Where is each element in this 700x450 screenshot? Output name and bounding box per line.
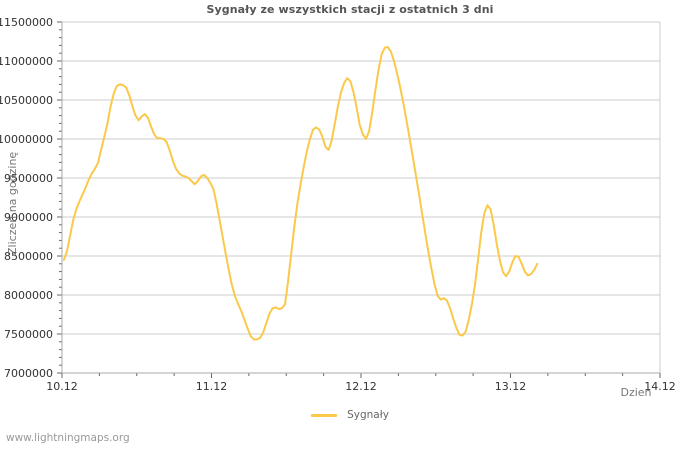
- grid-lines: [62, 21, 660, 335]
- chart-plot-svg: 7000000 7500000 8000000 8500000 9000000 95000…: [0, 16, 676, 399]
- svg-text:7500000: 7500000: [4, 328, 53, 341]
- legend-swatch-sygnaly: [311, 413, 338, 417]
- svg-text:8500000: 8500000: [4, 250, 53, 263]
- svg-text:11000000: 11000000: [0, 55, 53, 68]
- svg-text:11.12: 11.12: [196, 380, 228, 393]
- legend-label-sygnaly: Sygnały: [347, 409, 389, 421]
- y-axis-title: Zliczeń na godzinę: [6, 152, 19, 255]
- svg-text:9000000: 9000000: [4, 211, 53, 224]
- x-axis-title: Dzień: [620, 386, 651, 399]
- data-series-sygnaly: [62, 45, 539, 341]
- svg-text:8000000: 8000000: [4, 289, 53, 302]
- svg-text:10.12: 10.12: [46, 380, 78, 393]
- svg-text:14.12: 14.12: [644, 380, 676, 393]
- svg-text:10500000: 10500000: [0, 94, 53, 107]
- footer-url: www.lightningmaps.org: [6, 432, 130, 444]
- chart-legend: Sygnały: [0, 409, 700, 421]
- chart-title: Sygnały ze wszystkich stacji z ostatnich…: [206, 3, 494, 16]
- svg-text:11500000: 11500000: [0, 16, 53, 29]
- svg-text:13.12: 13.12: [495, 380, 527, 393]
- plot-frame: [61, 21, 661, 374]
- svg-text:9500000: 9500000: [4, 172, 53, 185]
- y-axis-ticks: [57, 21, 62, 374]
- x-axis-ticks: [61, 373, 661, 378]
- svg-text:10000000: 10000000: [0, 133, 53, 146]
- svg-text:7000000: 7000000: [4, 367, 53, 380]
- svg-text:12.12: 12.12: [345, 380, 377, 393]
- y-axis-tick-labels: 7000000 7500000 8000000 8500000 9000000 95000…: [0, 16, 53, 380]
- x-axis-tick-labels: 10.12 11.12 12.12 13.12 14.12: [46, 380, 676, 393]
